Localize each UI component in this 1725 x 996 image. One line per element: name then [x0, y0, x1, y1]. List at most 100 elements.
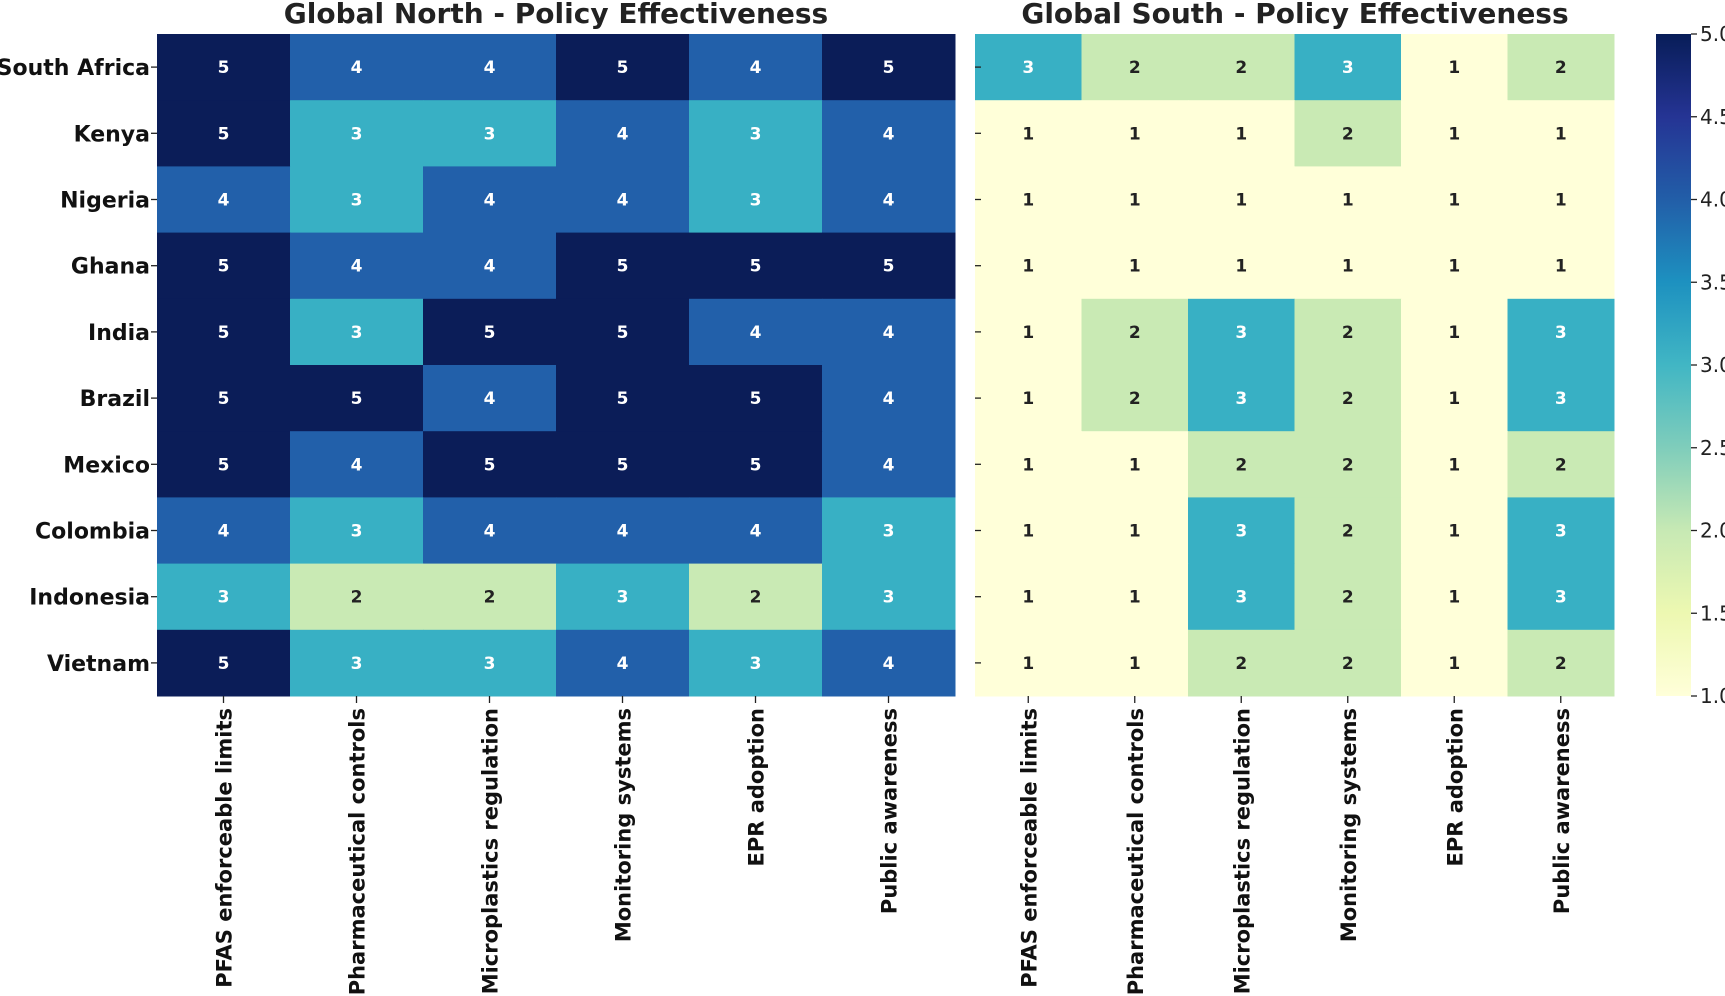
- colorbar-tick-label: 3.0: [1700, 353, 1725, 377]
- cell-value-label: 1: [1448, 588, 1460, 608]
- heatmap-cell-vietnam-microplastics-regulation: [1188, 629, 1295, 697]
- column-label-public-awareness: Public awareness: [878, 708, 902, 914]
- cell-value-label: 1: [1022, 323, 1034, 343]
- column-label-microplastics-regulation: Microplastics regulation: [1230, 708, 1254, 994]
- heatmap-cell-south-africa-pharmaceutical-controls: [290, 34, 424, 101]
- colorbar-tick-label: 4.0: [1700, 188, 1725, 212]
- cell-value-label: 3: [750, 191, 762, 211]
- heatmap-cell-mexico-microplastics-regulation: [1188, 431, 1295, 498]
- cell-value-label: 1: [1448, 654, 1460, 674]
- cell-value-label: 1: [1022, 389, 1034, 409]
- cell-value-label: 3: [883, 522, 895, 542]
- cell-value-label: 1: [1555, 124, 1567, 144]
- heatmap-cell-mexico-monitoring-systems: [1294, 431, 1402, 498]
- heatmap-cell-kenya-epr-adoption: [689, 100, 823, 167]
- cell-value-label: 3: [1555, 323, 1567, 343]
- heatmap-cell-ghana-epr-adoption: [1401, 232, 1508, 300]
- cell-value-label: 1: [1555, 257, 1567, 277]
- colorbar-tick-label: 4.5: [1700, 105, 1725, 129]
- heatmap-cell-ghana-monitoring-systems: [1294, 232, 1402, 300]
- cell-value-label: 1: [1448, 124, 1460, 144]
- heatmap-cell-south-africa-epr-adoption: [1401, 34, 1508, 101]
- heatmap-cell-brazil-pharmaceutical-controls: [1081, 365, 1189, 432]
- cell-value-label: 4: [750, 522, 762, 542]
- cell-value-label: 3: [883, 588, 895, 608]
- column-label-microplastics-regulation: Microplastics regulation: [479, 708, 503, 994]
- cell-value-label: 2: [1235, 455, 1247, 475]
- cell-value-label: 3: [617, 588, 629, 608]
- heatmap-cell-nigeria-pfas-enforceable-limits: [975, 166, 1082, 234]
- heatmap-cell-indonesia-pfas-enforceable-limits: [975, 563, 1082, 631]
- cell-value-label: 5: [484, 455, 496, 475]
- colorbar-gradient: [1656, 34, 1691, 696]
- heatmap-cell-colombia-epr-adoption: [689, 497, 823, 565]
- heatmap-cell-ghana-pharmaceutical-controls: [290, 232, 424, 300]
- heatmap-cell-kenya-public-awareness: [1507, 100, 1615, 167]
- heatmap-cell-brazil-monitoring-systems: [556, 365, 690, 432]
- cell-value-label: 2: [1342, 323, 1354, 343]
- heatmap-cell-south-africa-monitoring-systems: [556, 34, 690, 101]
- cell-value-label: 2: [1342, 588, 1354, 608]
- cell-value-label: 1: [1022, 124, 1034, 144]
- heatmap-cell-nigeria-monitoring-systems: [556, 166, 690, 234]
- cell-value-label: 4: [617, 522, 629, 542]
- heatmap-cell-colombia-public-awareness: [822, 497, 956, 565]
- heatmap-cell-kenya-pfas-enforceable-limits: [157, 100, 291, 167]
- heatmap-cell-vietnam-microplastics-regulation: [423, 629, 557, 697]
- column-label-pfas-enforceable-limits: PFAS enforceable limits: [213, 708, 237, 988]
- cell-value-label: 1: [1448, 191, 1460, 211]
- cell-value-label: 3: [218, 588, 230, 608]
- heatmap-cell-india-epr-adoption: [689, 298, 823, 366]
- cell-value-label: 4: [617, 654, 629, 674]
- cell-value-label: 1: [1448, 389, 1460, 409]
- heatmap-cell-indonesia-epr-adoption: [689, 563, 823, 631]
- cell-value-label: 4: [218, 522, 230, 542]
- cell-value-label: 2: [1129, 323, 1141, 343]
- column-label-pharmaceutical-controls: Pharmaceutical controls: [1124, 708, 1148, 995]
- heatmap-cell-brazil-microplastics-regulation: [423, 365, 557, 432]
- cell-value-label: 1: [1022, 455, 1034, 475]
- cell-value-label: 4: [883, 191, 895, 211]
- heatmap-cell-nigeria-epr-adoption: [1401, 166, 1508, 234]
- heatmap-cell-india-microplastics-regulation: [1188, 298, 1295, 366]
- cell-value-label: 2: [1342, 389, 1354, 409]
- cell-value-label: 3: [351, 522, 363, 542]
- row-label-indonesia: Indonesia: [29, 586, 150, 611]
- heatmap-cell-indonesia-pharmaceutical-controls: [1081, 563, 1189, 631]
- cell-value-label: 3: [1555, 522, 1567, 542]
- cell-value-label: 1: [1448, 323, 1460, 343]
- cell-value-label: 5: [218, 654, 230, 674]
- cell-value-label: 1: [1022, 588, 1034, 608]
- cell-value-label: 4: [484, 58, 496, 78]
- cell-value-label: 1: [1235, 124, 1247, 144]
- cell-value-label: 2: [1342, 522, 1354, 542]
- cell-value-label: 4: [351, 455, 363, 475]
- heatmap-cell-indonesia-microplastics-regulation: [1188, 563, 1295, 631]
- heatmap-cell-brazil-epr-adoption: [1401, 365, 1508, 432]
- colorbar: 1.0 1.5 2.0 2.5 3.0 3.5 4.0 4.5 5.0: [1656, 22, 1725, 708]
- cell-value-label: 5: [218, 58, 230, 78]
- cell-value-label: 4: [750, 58, 762, 78]
- heatmap-cell-nigeria-epr-adoption: [689, 166, 823, 234]
- cell-value-label: 1: [1129, 588, 1141, 608]
- cell-value-label: 3: [351, 323, 363, 343]
- heatmap-cell-kenya-microplastics-regulation: [423, 100, 557, 167]
- cell-value-label: 5: [218, 124, 230, 144]
- cell-value-label: 5: [750, 257, 762, 277]
- heatmap-cell-south-africa-microplastics-regulation: [1188, 34, 1295, 101]
- column-label-pharmaceutical-controls: Pharmaceutical controls: [346, 708, 370, 995]
- heatmap-cell-indonesia-monitoring-systems: [556, 563, 690, 631]
- heatmap-cell-vietnam-pharmaceutical-controls: [290, 629, 424, 697]
- cell-value-label: 2: [1129, 58, 1141, 78]
- heatmap-cell-brazil-public-awareness: [822, 365, 956, 432]
- cell-value-label: 3: [1235, 389, 1247, 409]
- cell-value-label: 5: [617, 455, 629, 475]
- cell-value-label: 2: [750, 588, 762, 608]
- heatmap-cell-vietnam-pfas-enforceable-limits: [975, 629, 1082, 697]
- heatmap-cell-kenya-microplastics-regulation: [1188, 100, 1295, 167]
- heatmap-cell-kenya-epr-adoption: [1401, 100, 1508, 167]
- heatmap-cell-nigeria-monitoring-systems: [1294, 166, 1402, 234]
- column-label-epr-adoption: EPR adoption: [745, 708, 769, 867]
- cell-value-label: 4: [484, 389, 496, 409]
